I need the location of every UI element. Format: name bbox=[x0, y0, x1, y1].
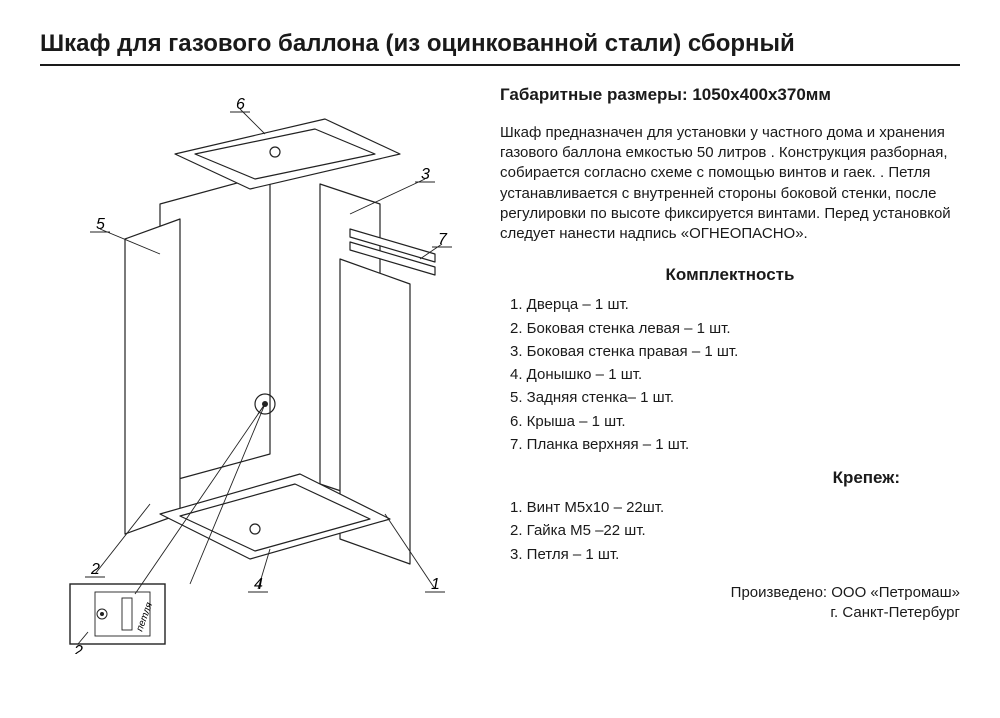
parts-list-item: 1. Дверца – 1 шт. bbox=[510, 295, 960, 315]
fasteners-list-item: 2. Гайка М5 –22 шт. bbox=[510, 521, 960, 541]
fasteners-list-item: 3. Петля – 1 шт. bbox=[510, 545, 960, 565]
svg-text:2: 2 bbox=[73, 643, 83, 654]
svg-text:5: 5 bbox=[96, 216, 105, 233]
svg-text:3: 3 bbox=[421, 166, 430, 183]
manufacturer-footer: Произведено: ООО «Петромаш» г. Санкт-Пет… bbox=[500, 583, 960, 624]
fasteners-list-item: 1. Винт М5х10 – 22шт. bbox=[510, 498, 960, 518]
text-column: Габаритные размеры: 1050х400х370мм Шкаф … bbox=[500, 84, 960, 654]
parts-list-item: 4. Донышко – 1 шт. bbox=[510, 365, 960, 385]
content: 1 2 3 4 5 6 7 петля 2 Габаритные размеры: 1050х4… bbox=[40, 84, 960, 654]
fasteners-heading: Крепеж: bbox=[500, 467, 960, 490]
manufacturer-line-1: Произведено: ООО «Петромаш» bbox=[500, 583, 960, 603]
completeness-heading: Комплектность bbox=[500, 264, 960, 287]
diagram-column: 1 2 3 4 5 6 7 петля 2 bbox=[40, 84, 480, 654]
manufacturer-line-2: г. Санкт-Петербург bbox=[500, 603, 960, 623]
dimensions-label: Габаритные размеры: 1050х400х370мм bbox=[500, 84, 960, 107]
svg-text:6: 6 bbox=[236, 96, 245, 113]
svg-text:1: 1 bbox=[431, 576, 440, 593]
svg-text:петля: петля bbox=[134, 600, 155, 633]
svg-text:4: 4 bbox=[254, 576, 263, 593]
svg-text:2: 2 bbox=[90, 561, 100, 578]
parts-list-item: 2. Боковая стенка левая – 1 шт. bbox=[510, 319, 960, 339]
svg-text:7: 7 bbox=[438, 231, 448, 248]
parts-list-item: 7. Планка верхняя – 1 шт. bbox=[510, 435, 960, 455]
parts-list-item: 5. Задняя стенка– 1 шт. bbox=[510, 388, 960, 408]
exploded-diagram: 1 2 3 4 5 6 7 петля 2 bbox=[40, 84, 480, 654]
parts-list-item: 6. Крыша – 1 шт. bbox=[510, 412, 960, 432]
description-text: Шкаф предназначен для установки у частно… bbox=[500, 123, 960, 245]
fasteners-list: 1. Винт М5х10 – 22шт. 2. Гайка М5 –22 шт.… bbox=[500, 498, 960, 565]
title-rule bbox=[40, 64, 960, 66]
parts-list-item: 3. Боковая стенка правая – 1 шт. bbox=[510, 342, 960, 362]
parts-list: 1. Дверца – 1 шт. 2. Боковая стенка левая… bbox=[500, 295, 960, 455]
page-title: Шкаф для газового баллона (из оцинкованн… bbox=[40, 30, 960, 58]
